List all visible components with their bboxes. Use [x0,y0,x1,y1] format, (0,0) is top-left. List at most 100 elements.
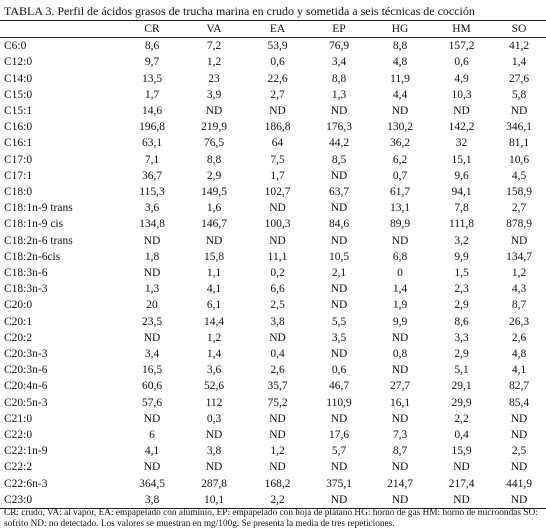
column-header: HM [452,23,471,35]
row-label: C23:0 [4,493,33,506]
cell-value: ND [205,234,223,247]
cell-value: 0,6 [270,56,285,69]
cell-value: 8,7 [511,299,527,312]
column-header: EA [269,23,286,35]
table-row: C20:0 20 6,1 2,5 ND 1,9 2,9 8,7 [0,297,546,313]
cell-value: ND [330,493,348,506]
table-row: C18:2n-6cis 1,8 15,8 11,1 10,5 6,8 9,9 134,7 [0,249,546,265]
cell-value: 1,4 [206,348,222,361]
cell-value: ND [269,461,286,474]
cell-value: 1,2 [511,267,527,280]
column-header: HG [391,23,409,35]
cell-value: 4,1 [511,364,527,377]
cell-value: 1,3 [331,88,347,101]
table-row: C20:2 ND 1,2 ND 3,5 ND 3,3 2,6 [0,330,546,346]
cell-value: 2,5 [270,299,285,312]
cell-value: ND [391,234,409,247]
cell-value: 20 [146,299,158,312]
row-label: C20:3n-3 [4,348,48,361]
cell-value: ND [143,331,161,344]
cell-value: 4,1 [144,445,160,458]
cell-value: ND [143,267,161,280]
cell-value: 346,1 [506,121,532,134]
cell-value: 63,1 [141,137,163,150]
table-row: C20:5n-3 57,6 112 75,2 110,9 16,1 29,9 85,4 [0,395,546,411]
cell-value: 11,9 [390,72,410,85]
cell-value: 3,3 [454,331,469,344]
cell-value: 1,1 [206,267,222,280]
table-row: C16:0 196,8 219,9 186,8 176,3 130,2 142,2 346,1 [0,119,546,135]
cell-value: 4,4 [392,88,408,101]
table-row: C18:1n-9 trans 3,6 1,6 ND ND 13,1 7,8 2,7 [0,200,546,216]
cell-value: ND [330,169,348,182]
cell-value: 2,1 [331,267,347,280]
cell-value: 878,9 [506,218,532,231]
cell-value: 36,7 [141,169,163,182]
cell-value: ND [330,299,348,312]
cell-value: 8,5 [331,153,347,166]
footnote: CR: crudo, VA: al vapor, EA: empapelado … [4,508,538,529]
cell-value: 36,2 [389,137,411,150]
row-label: C22:6n-3 [4,477,48,490]
cell-value: 60,6 [141,380,163,393]
row-label: C16:1 [4,137,33,150]
cell-value: 2,2 [270,493,285,506]
cell-value: 100,3 [264,218,291,231]
row-label: C14:0 [4,72,33,85]
cell-value: 94,1 [451,186,472,199]
table-row: C15:0 1,7 3,9 2,7 1,3 4,4 10,3 5,8 [0,87,546,103]
cell-value: 2,3 [454,283,469,296]
column-header: CR [144,23,160,35]
cell-value: ND [510,105,528,118]
table-row: C22:1n-9 4,1 3,8 1,2 5,7 8,7 15,9 2,5 [0,443,546,459]
cell-value: ND [391,105,409,118]
row-label: C22:1n-9 [4,445,48,458]
cell-value: 76,9 [328,40,350,53]
cell-value: 81,1 [508,137,530,150]
cell-value: 29,9 [451,396,472,409]
cell-value: ND [330,202,348,215]
cell-value: 4,5 [511,169,527,182]
cell-value: 111,8 [448,218,475,231]
cell-value: 8,8 [392,40,408,53]
cell-value: 2,9 [454,348,469,361]
row-label: C17:1 [4,169,33,182]
cell-value: 3,9 [206,88,222,101]
column-header: EP [332,23,346,35]
cell-value: ND [205,461,223,474]
cell-value: 6 [149,429,155,442]
cell-value: ND [391,412,409,425]
table-row: C18:1n-9 cis 134,8 146,7 100,3 84,6 89,9 111,8… [0,216,546,232]
cell-value: 115,3 [139,186,165,199]
cell-value: 7,3 [392,429,408,442]
cell-value: 6,2 [392,153,408,166]
cell-value: ND [391,364,409,377]
cell-value: 3,8 [206,445,222,458]
cell-value: 6,8 [392,250,408,263]
cell-value: 2,6 [511,331,527,344]
cell-value: ND [330,461,348,474]
cell-value: 219,9 [201,121,227,134]
table-row: C20:4n-6 60,6 52,6 35,7 46,7 27,7 29,1 82,7 [0,378,546,394]
cell-value: 85,4 [508,396,530,409]
cell-value: 41,2 [508,40,530,53]
row-label: C20:2 [4,331,33,344]
cell-value: 14,6 [141,105,163,118]
cell-value: 0,6 [331,364,347,377]
cell-value: ND [330,412,348,425]
cell-value: 26,3 [508,315,530,328]
cell-value: 7,5 [270,153,285,166]
cell-value: 157,2 [448,40,475,53]
row-label: C20:0 [4,299,33,312]
cell-value: 2,7 [270,88,285,101]
cell-value: 0,6 [454,56,469,69]
table-row: C20:3n-6 16,5 3,6 2,6 0,6 ND 5,1 4,1 [0,362,546,378]
cell-value: ND [143,461,161,474]
cell-value: 217,4 [448,477,475,490]
cell-value: 3,6 [206,364,222,377]
cell-value: 8,8 [206,153,222,166]
cell-value: 8,6 [144,40,160,53]
cell-value: 10,1 [203,493,225,506]
cell-value: 0,4 [454,429,469,442]
cell-value: ND [330,348,348,361]
